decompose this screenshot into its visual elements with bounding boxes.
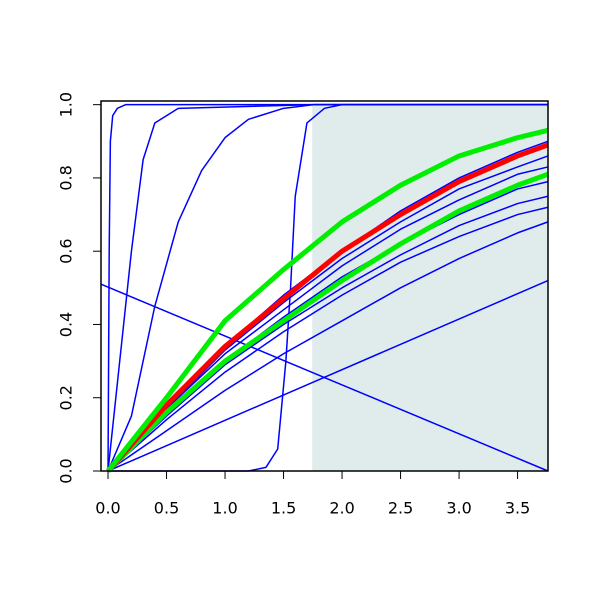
x-tick-label: 2.5 — [388, 499, 413, 518]
y-tick-label: 0.4 — [57, 312, 76, 337]
line-series — [107, 279, 549, 472]
x-tick-label: 1.5 — [271, 499, 296, 518]
x-tick-label: 0.5 — [154, 499, 179, 518]
line-series — [106, 142, 549, 473]
line-series — [107, 103, 548, 472]
line-series — [107, 221, 549, 472]
y-tick-label: 0.6 — [57, 238, 76, 263]
y-tick-label: 1.0 — [57, 92, 76, 117]
x-tick-label: 2.0 — [329, 499, 354, 518]
line-series — [100, 283, 549, 472]
line-series — [107, 195, 549, 472]
y-tick-label: 0.0 — [57, 458, 76, 483]
y-tick-label: 0.2 — [57, 385, 76, 410]
line-series — [107, 155, 549, 472]
y-tick-label: 0.8 — [57, 165, 76, 190]
line-series — [106, 171, 549, 473]
line-series — [106, 127, 549, 473]
plot-frame — [100, 100, 549, 472]
x-tick-label: 0.0 — [95, 499, 120, 518]
x-tick-label: 3.0 — [446, 499, 471, 518]
line-series — [107, 103, 548, 472]
x-tick-label: 3.5 — [505, 499, 530, 518]
x-tick-label: 1.0 — [212, 499, 237, 518]
shaded-region — [312, 104, 548, 472]
line-series — [107, 206, 549, 472]
line-series — [107, 166, 549, 472]
line-series — [107, 103, 548, 472]
line-series — [108, 103, 548, 472]
